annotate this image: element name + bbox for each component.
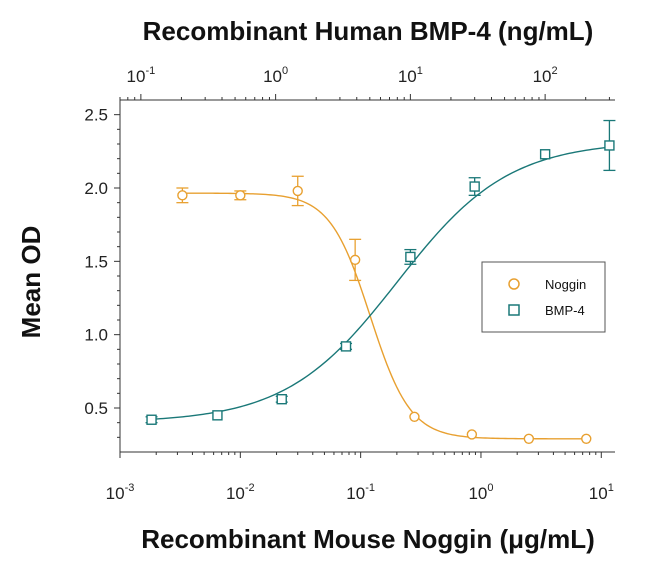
axes: 10-3 10-2 10-1 100 101 10-1 100 101 102 0.5 1.0 1.5… xyxy=(84,65,615,503)
legend-square-marker xyxy=(508,304,520,316)
bmp4-point xyxy=(276,394,287,405)
bmp4-point xyxy=(212,410,223,421)
top-axis-title: Recombinant Human BMP-4 (ng/mL) xyxy=(143,16,594,46)
bmp4-point xyxy=(469,181,480,192)
y-tick-label: 2.0 xyxy=(84,179,108,198)
bmp4-point xyxy=(539,149,551,160)
bmp-4-fit-line xyxy=(151,146,610,420)
noggin-point xyxy=(349,254,361,266)
noggin-point xyxy=(523,433,535,444)
top-tick-label: 100 xyxy=(263,65,288,86)
bmp4-point xyxy=(146,414,157,425)
legend-label: BMP-4 xyxy=(545,303,585,318)
bmp4-point xyxy=(604,140,615,151)
bmp4-point xyxy=(340,341,352,352)
x-tick-label: 100 xyxy=(468,482,493,503)
bmp4-point xyxy=(405,251,416,263)
y-tick-label: 1.0 xyxy=(84,326,108,345)
y-tick-label: 1.5 xyxy=(84,252,108,271)
noggin-point xyxy=(177,190,188,201)
noggin-point xyxy=(466,429,478,440)
y-axis-title: Mean OD xyxy=(16,226,46,339)
legend-circle-marker xyxy=(508,278,520,290)
x-tick-label: 10-3 xyxy=(106,482,135,503)
top-tick-label: 102 xyxy=(533,65,558,86)
top-tick-label: 10-1 xyxy=(127,65,156,86)
x-axis-title: Recombinant Mouse Noggin (μg/mL) xyxy=(141,524,595,554)
noggin-fit-line xyxy=(182,192,587,440)
y-tick-label: 2.5 xyxy=(84,106,108,125)
noggin-point xyxy=(409,411,420,422)
legend-box xyxy=(481,261,606,333)
y-tick-label: 0.5 xyxy=(84,399,108,418)
data-points xyxy=(145,119,616,444)
x-tick-label: 10-1 xyxy=(346,482,375,503)
legend: Noggin BMP-4 xyxy=(481,261,606,333)
top-tick-label: 101 xyxy=(398,65,423,86)
fit-curves xyxy=(151,146,610,440)
x-tick-label: 101 xyxy=(589,482,614,503)
noggin-point xyxy=(292,185,303,197)
noggin-point xyxy=(235,190,246,201)
x-tick-label: 10-2 xyxy=(226,482,255,503)
noggin-point xyxy=(581,433,592,444)
legend-label: Noggin xyxy=(545,277,586,292)
